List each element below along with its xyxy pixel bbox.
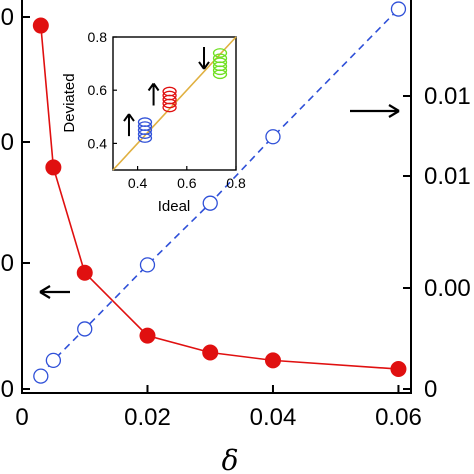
- series-1-point: [139, 327, 156, 344]
- inset-y-tick-label: 0.6: [88, 82, 108, 98]
- series-1-point: [202, 344, 219, 361]
- series-2-point: [33, 368, 49, 384]
- inset-y-axis-label: Deviated: [61, 73, 78, 132]
- series-2-point: [45, 352, 62, 369]
- inset-up-arrow-icon: [147, 82, 160, 106]
- inset-y-tick-label: 0.4: [88, 135, 108, 151]
- inset-x-axis-label: Ideal: [158, 198, 191, 215]
- series-1-point: [390, 361, 407, 378]
- x-tick-label: 0.04: [250, 404, 297, 431]
- inset-group-3-point: [212, 48, 228, 58]
- inset-group-1-point: [137, 121, 153, 131]
- inset-group-1-point: [137, 117, 153, 127]
- inset-y-tick-label: 0.8: [88, 29, 108, 45]
- inset-group-3-point: [212, 53, 228, 64]
- x-tick-label: 0.06: [375, 404, 422, 431]
- inset-plot: 0.4 0.4 0.6 0.6 0.8 0.8 Ideal Deviated: [61, 29, 246, 215]
- right-y-tick-label: 0.00: [424, 275, 471, 302]
- series-1-point: [32, 17, 49, 34]
- inset-down-arrow-icon: [198, 46, 210, 70]
- left-y-tick-label: 0: [1, 376, 14, 403]
- right-y-tick-label: 0: [424, 376, 437, 403]
- series-2-point: [390, 1, 407, 17]
- inset-group-3-point: [212, 57, 228, 68]
- plot-frame: [21, 0, 412, 394]
- series-2-point: [139, 257, 156, 273]
- series-1-point: [264, 352, 281, 369]
- x-tick-label: 0.02: [124, 404, 171, 431]
- inset-group-2-point: [162, 90, 177, 101]
- series-1-point: [76, 264, 93, 281]
- inset-up-arrow-icon: [123, 113, 135, 137]
- inset-x-tick-label: 0.8: [226, 175, 246, 191]
- inset-x-tick-label: 0.6: [177, 175, 197, 191]
- left-y-tick-label: 00: [0, 129, 14, 156]
- x-tick-label: 0: [15, 404, 28, 431]
- left-y-tick-label: 00: [0, 250, 14, 277]
- series-1-point: [45, 159, 62, 176]
- left-y-tick-label: 00: [0, 4, 14, 31]
- right-y-tick-label: 0.01: [424, 83, 471, 110]
- inset-x-tick-label: 0.4: [128, 175, 148, 191]
- right-y-tick-label: 0.01: [424, 163, 471, 190]
- right-axis-arrow-icon: [350, 104, 400, 118]
- series-2-point: [77, 321, 93, 337]
- series-2-point: [265, 129, 281, 145]
- series-2-point: [202, 195, 218, 211]
- inset-group-2-point: [162, 86, 177, 97]
- left-axis-arrow-icon: [39, 285, 70, 299]
- x-axis-label: δ: [222, 444, 239, 474]
